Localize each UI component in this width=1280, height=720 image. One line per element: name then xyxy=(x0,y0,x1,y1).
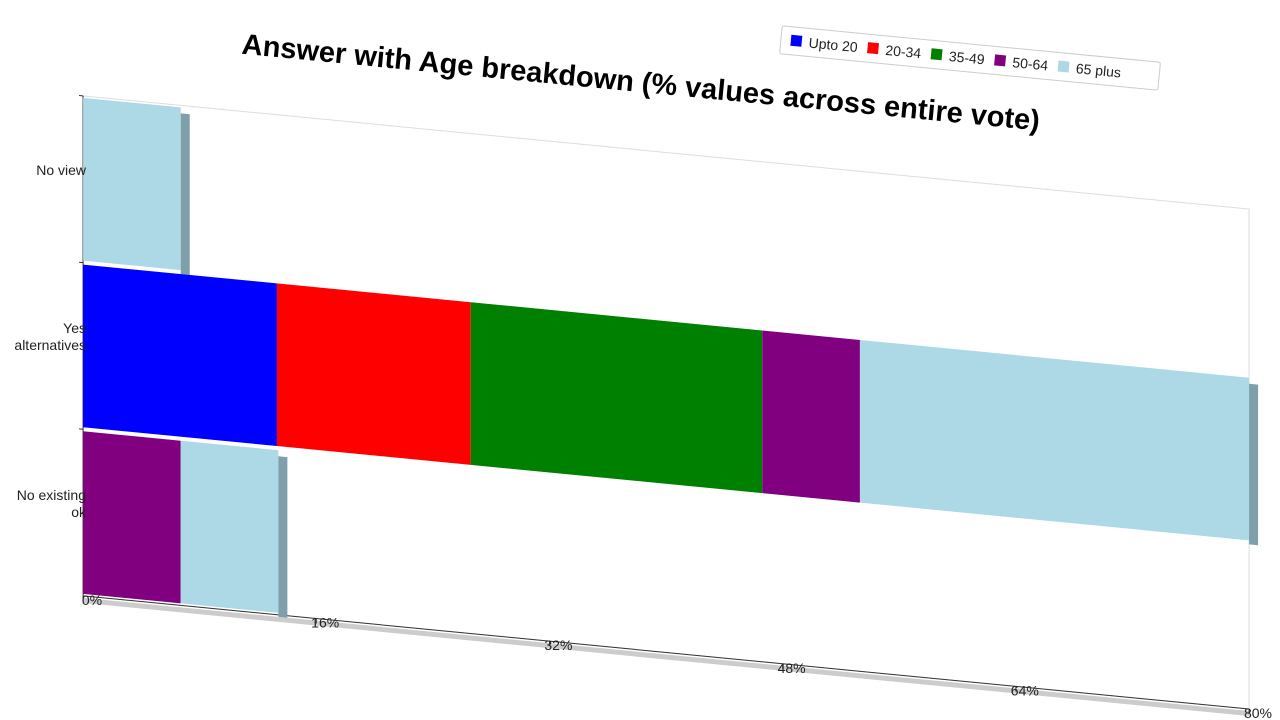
y-tick-label: Yes alternatives xyxy=(14,320,86,353)
legend-swatch xyxy=(867,42,880,55)
bar xyxy=(83,431,181,604)
bar xyxy=(762,330,860,503)
bar xyxy=(859,339,1250,541)
x-tick-label: 32% xyxy=(544,637,572,653)
bar-side xyxy=(180,113,190,275)
bar xyxy=(470,302,763,494)
legend-label: 50-64 xyxy=(1012,54,1049,73)
legend-label: 20-34 xyxy=(885,42,922,61)
legend-label: Upto 20 xyxy=(808,35,859,56)
legend-swatch xyxy=(930,48,943,61)
x-axis-floor xyxy=(83,597,1250,717)
bar xyxy=(83,97,181,271)
legend-label: 65 plus xyxy=(1075,60,1121,80)
plot-area xyxy=(79,95,1259,717)
bar xyxy=(276,283,471,465)
legend: Upto 20 20-34 35-49 50-64 65 plus xyxy=(779,25,1161,91)
bar-side xyxy=(278,456,288,618)
legend-label: 35-49 xyxy=(948,48,985,67)
bar xyxy=(180,440,279,613)
x-tick-label: 0% xyxy=(82,592,102,608)
x-axis xyxy=(83,595,1250,710)
y-tick-label: No view xyxy=(36,161,86,178)
x-tick-label: 16% xyxy=(311,615,339,631)
x-tick-label: 80% xyxy=(1244,705,1272,720)
legend-swatch xyxy=(1057,60,1070,73)
bar xyxy=(83,264,277,447)
y-tick-label: No existing ok xyxy=(16,486,86,520)
legend-swatch xyxy=(994,54,1007,67)
legend-box xyxy=(779,25,1161,91)
x-tick-label: 48% xyxy=(778,660,806,676)
x-tick-label: 64% xyxy=(1011,682,1039,698)
bar-side xyxy=(1249,383,1259,546)
legend-swatch xyxy=(790,34,803,47)
